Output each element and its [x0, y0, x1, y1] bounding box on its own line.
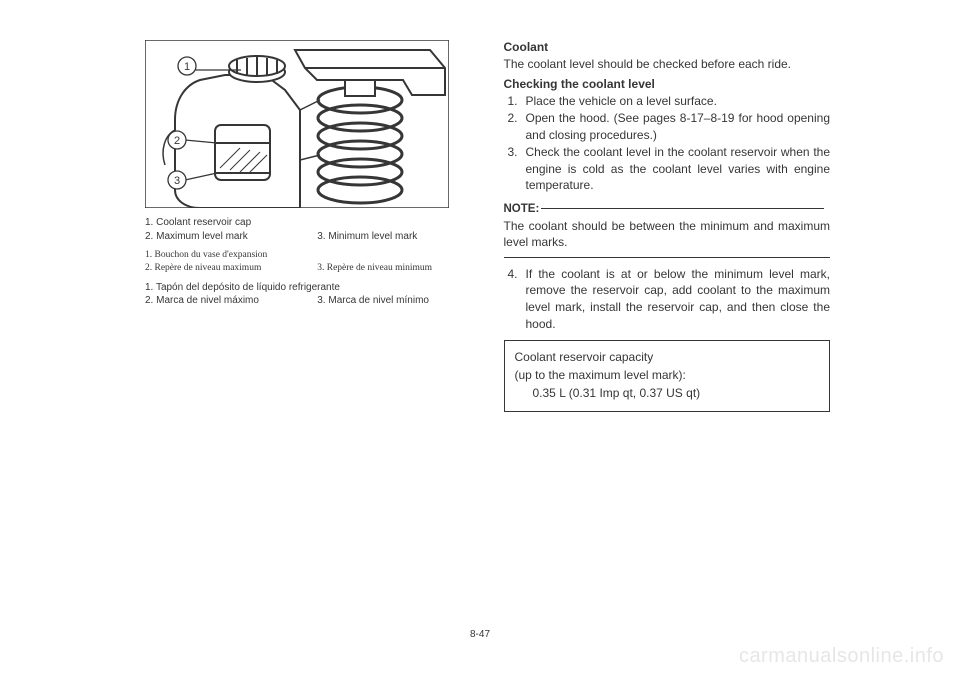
intro-text: The coolant level should be checked befo… — [504, 56, 831, 73]
legend-fr-2: 2. Repère de niveau maximum — [145, 262, 299, 275]
note-end-rule — [504, 257, 831, 258]
legend-es-2: 2. Marca de nivel máximo — [145, 294, 299, 308]
step-2-text: Open the hood. (See pages 8-17–8-19 for … — [526, 111, 831, 142]
step-1: 1.Place the vehicle on a level surface. — [504, 93, 831, 110]
spec-line2: (up to the maximum level mark): — [515, 366, 820, 384]
legend-en: 1. Coolant reservoir cap 2. Maximum leve… — [145, 216, 472, 243]
manual-page: 1 2 3 1. Coolant reservoir cap 2. Maximu… — [0, 0, 960, 678]
legend-fr-1: 1. Bouchon du vase d'expansion — [145, 249, 472, 262]
legend-en-3: 3. Minimum level mark — [317, 230, 471, 244]
spec-box: Coolant reservoir capacity (up to the ma… — [504, 340, 831, 412]
note-rule-icon — [541, 208, 824, 209]
legend-es-1: 1. Tapón del depósito de líquido refrige… — [145, 281, 472, 295]
watermark: carmanualsonline.info — [739, 645, 944, 668]
figure-svg: 1 2 3 — [145, 40, 449, 208]
legend-fr: 1. Bouchon du vase d'expansion 2. Repère… — [145, 249, 472, 275]
callout-1: 1 — [184, 61, 190, 73]
step-1-text: Place the vehicle on a level surface. — [526, 94, 717, 108]
note-header: NOTE: — [504, 200, 831, 218]
step-4: 4.If the coolant is at or below the mini… — [504, 266, 831, 332]
spec-line1: Coolant reservoir capacity — [515, 348, 820, 366]
legend-en-2: 2. Maximum level mark — [145, 230, 299, 244]
legend-en-1: 1. Coolant reservoir cap — [145, 216, 472, 230]
step-3: 3.Check the coolant level in the coolant… — [504, 144, 831, 194]
two-column-layout: 1 2 3 1. Coolant reservoir cap 2. Maximu… — [145, 40, 830, 412]
steps-list-4: 4.If the coolant is at or below the mini… — [504, 266, 831, 332]
legend-fr-3: 3. Repère de niveau minimum — [317, 262, 471, 275]
callout-2: 2 — [174, 135, 180, 147]
check-title: Checking the coolant level — [504, 77, 831, 91]
step-3-text: Check the coolant level in the coolant r… — [526, 145, 831, 192]
note-label: NOTE: — [504, 203, 540, 215]
spec-value: 0.35 L (0.31 Imp qt, 0.37 US qt) — [515, 384, 820, 402]
note-text: The coolant should be between the minimu… — [504, 218, 831, 251]
step-2: 2.Open the hood. (See pages 8-17–8-19 fo… — [504, 110, 831, 143]
left-column: 1 2 3 1. Coolant reservoir cap 2. Maximu… — [145, 40, 472, 412]
page-number: 8-47 — [0, 629, 960, 640]
legend-es: 1. Tapón del depósito de líquido refrige… — [145, 281, 472, 308]
coolant-reservoir-figure: 1 2 3 — [145, 40, 449, 208]
right-column: Coolant The coolant level should be chec… — [504, 40, 831, 412]
steps-list-1-3: 1.Place the vehicle on a level surface. … — [504, 93, 831, 194]
legend-es-3: 3. Marca de nivel mínimo — [317, 294, 471, 308]
callout-3: 3 — [174, 175, 180, 187]
step-4-text: If the coolant is at or below the minimu… — [526, 267, 831, 331]
section-title: Coolant — [504, 40, 831, 54]
